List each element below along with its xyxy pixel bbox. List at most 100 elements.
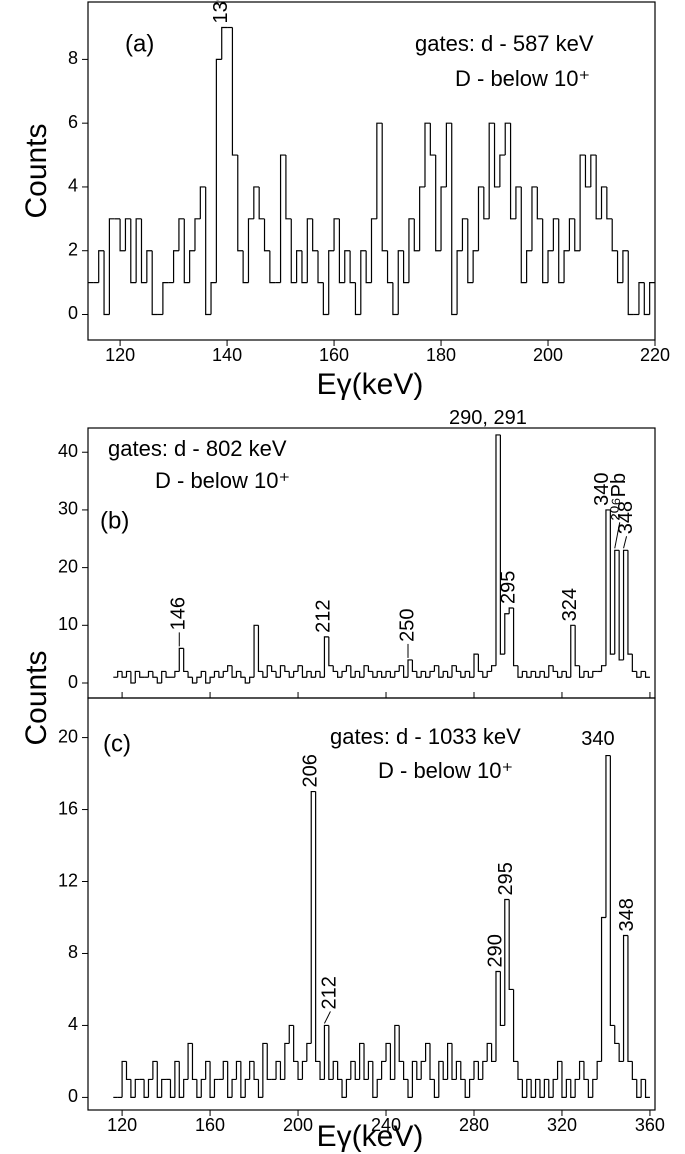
- histogram-step: [297, 665, 303, 672]
- histogram-step: [263, 218, 270, 252]
- histogram-step: [221, 26, 228, 60]
- histogram-step: [213, 670, 219, 678]
- histogram-step: [306, 1042, 312, 1062]
- histogram-step: [486, 670, 492, 678]
- histogram-step: [460, 1061, 466, 1081]
- histogram-step: [512, 608, 518, 667]
- y-axis-label: Counts: [20, 123, 53, 218]
- x-tick-label: 320: [547, 1115, 577, 1135]
- histogram-step: [269, 250, 276, 284]
- histogram-step: [499, 434, 505, 655]
- x-tick-label: 200: [283, 1115, 313, 1135]
- histogram-step: [394, 670, 400, 678]
- histogram-step: [578, 665, 584, 678]
- histogram-step: [306, 218, 313, 283]
- histogram-step: [162, 282, 169, 315]
- histogram-step: [194, 218, 201, 251]
- histogram-step: [257, 1079, 263, 1099]
- histogram-step: [266, 665, 272, 678]
- histogram-step: [354, 282, 361, 316]
- histogram-step: [189, 250, 195, 283]
- histogram-step: [556, 671, 562, 678]
- peak-label: 212: [313, 599, 335, 632]
- histogram-step: [275, 671, 281, 678]
- histogram-step: [367, 1060, 373, 1080]
- histogram-step: [257, 625, 263, 673]
- histogram-step: [235, 1060, 241, 1080]
- histogram-step: [416, 671, 422, 678]
- histogram-step: [446, 671, 452, 678]
- histogram-step: [531, 186, 538, 251]
- histogram-step: [370, 218, 377, 283]
- histogram-step: [125, 670, 131, 678]
- x-tick-label: 280: [459, 1115, 489, 1135]
- histogram-step: [174, 670, 180, 678]
- histogram-step: [130, 218, 137, 284]
- histogram-step: [165, 671, 171, 678]
- histogram-step: [222, 670, 228, 678]
- histogram-step: [468, 1078, 474, 1098]
- histogram-step: [134, 1078, 140, 1098]
- histogram-step: [534, 671, 540, 678]
- histogram-step: [583, 1061, 589, 1081]
- histogram-step: [156, 677, 162, 684]
- histogram-step: [237, 155, 244, 252]
- histogram-step: [483, 186, 490, 220]
- histogram-step: [147, 1078, 153, 1098]
- histogram-step: [385, 670, 391, 678]
- histogram-step: [124, 218, 131, 251]
- histogram-step: [644, 1079, 650, 1099]
- histogram-step: [547, 250, 554, 283]
- histogram-step: [312, 218, 319, 252]
- histogram-step: [552, 1078, 558, 1098]
- histogram-step: [372, 671, 378, 678]
- histogram-step: [333, 218, 340, 251]
- histogram-step: [215, 58, 222, 283]
- histogram-step: [504, 898, 510, 1026]
- histogram-step: [310, 790, 316, 1044]
- histogram-step: [451, 123, 458, 316]
- histogram-step: [360, 250, 367, 315]
- x-tick-label: 140: [212, 345, 242, 365]
- histogram-step: [534, 1078, 540, 1098]
- histogram-step: [341, 670, 347, 678]
- histogram-step: [438, 1060, 444, 1098]
- histogram-step: [556, 1060, 562, 1080]
- histogram-step: [317, 250, 324, 284]
- histogram-step: [609, 509, 615, 655]
- histogram-step: [627, 550, 633, 655]
- histogram-step: [365, 250, 372, 284]
- histogram-step: [636, 1079, 642, 1099]
- leader-line: [323, 1011, 331, 1024]
- histogram-step: [253, 1061, 259, 1081]
- histogram-step: [332, 1060, 338, 1080]
- histogram-step: [345, 1078, 351, 1098]
- x-axis-label: Eγ(keV): [317, 368, 424, 401]
- histogram-step: [297, 1061, 303, 1081]
- histogram-step: [332, 665, 338, 673]
- histogram-step: [584, 155, 591, 188]
- histogram-step: [183, 1078, 189, 1098]
- histogram-step: [486, 1042, 492, 1062]
- histogram-step: [460, 671, 466, 678]
- histogram-step: [359, 671, 365, 678]
- histogram-step: [319, 671, 325, 678]
- histogram-step: [328, 1025, 334, 1081]
- histogram-step: [140, 218, 147, 284]
- histogram-step: [394, 1024, 400, 1080]
- histogram-step: [574, 625, 580, 667]
- histogram-step: [473, 653, 479, 678]
- histogram-step: [442, 670, 448, 678]
- histogram-step: [606, 186, 613, 220]
- gate-text: gates: d - 802 keV: [108, 436, 287, 461]
- gate-text: gates: d - 587 keV: [415, 31, 594, 56]
- histogram-step: [649, 282, 655, 315]
- histogram-step: [495, 970, 501, 1062]
- histogram-step: [543, 671, 549, 678]
- histogram-step: [240, 671, 246, 678]
- histogram-step: [477, 654, 483, 673]
- histogram-step: [337, 671, 343, 678]
- histogram-step: [381, 1060, 387, 1080]
- histogram-step: [161, 1078, 167, 1098]
- x-tick-label: 200: [533, 345, 563, 365]
